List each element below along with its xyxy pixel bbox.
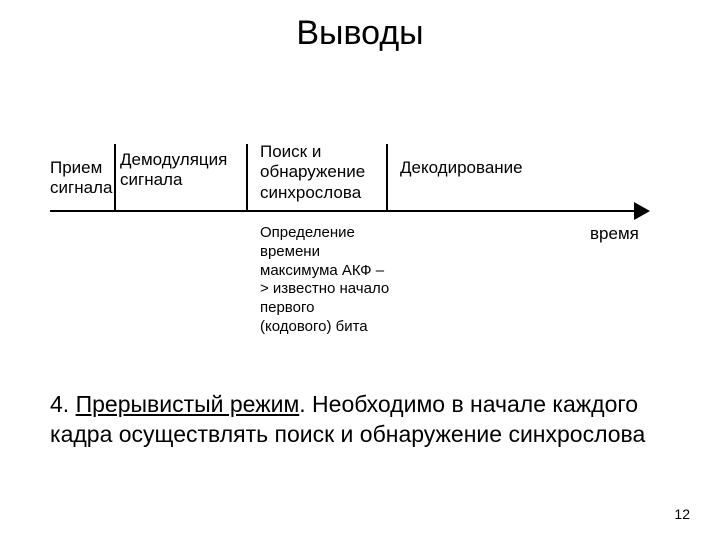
- body-num: 4.: [50, 391, 76, 417]
- slide-title: Выводы: [0, 14, 720, 53]
- body-text: 4. Прерывистый режим. Необходимо в начал…: [50, 390, 670, 450]
- stage-label-3: Поиск и обнаружение синхрослова: [260, 142, 380, 203]
- timeline-diagram: Прием сигнала Демодуляция сигнала Поиск …: [50, 130, 660, 330]
- tick-2: [246, 144, 248, 210]
- axis-label: время: [590, 224, 639, 244]
- tick-1: [114, 144, 116, 210]
- stage-label-1: Прием сигнала: [50, 158, 110, 199]
- stage-label-2: Демодуляция сигнала: [120, 150, 230, 191]
- axis-arrow-icon: [634, 202, 650, 220]
- stage-label-4: Декодирование: [400, 158, 550, 178]
- tick-3: [386, 144, 388, 210]
- page-number: 12: [674, 506, 690, 522]
- axis-line: [50, 210, 644, 212]
- body-emph: Прерывистый режим: [76, 391, 300, 417]
- slide: Выводы Прием сигнала Демодуляция сигнала…: [0, 0, 720, 540]
- below-note: Определение времени максимума АКФ –> изв…: [260, 224, 390, 337]
